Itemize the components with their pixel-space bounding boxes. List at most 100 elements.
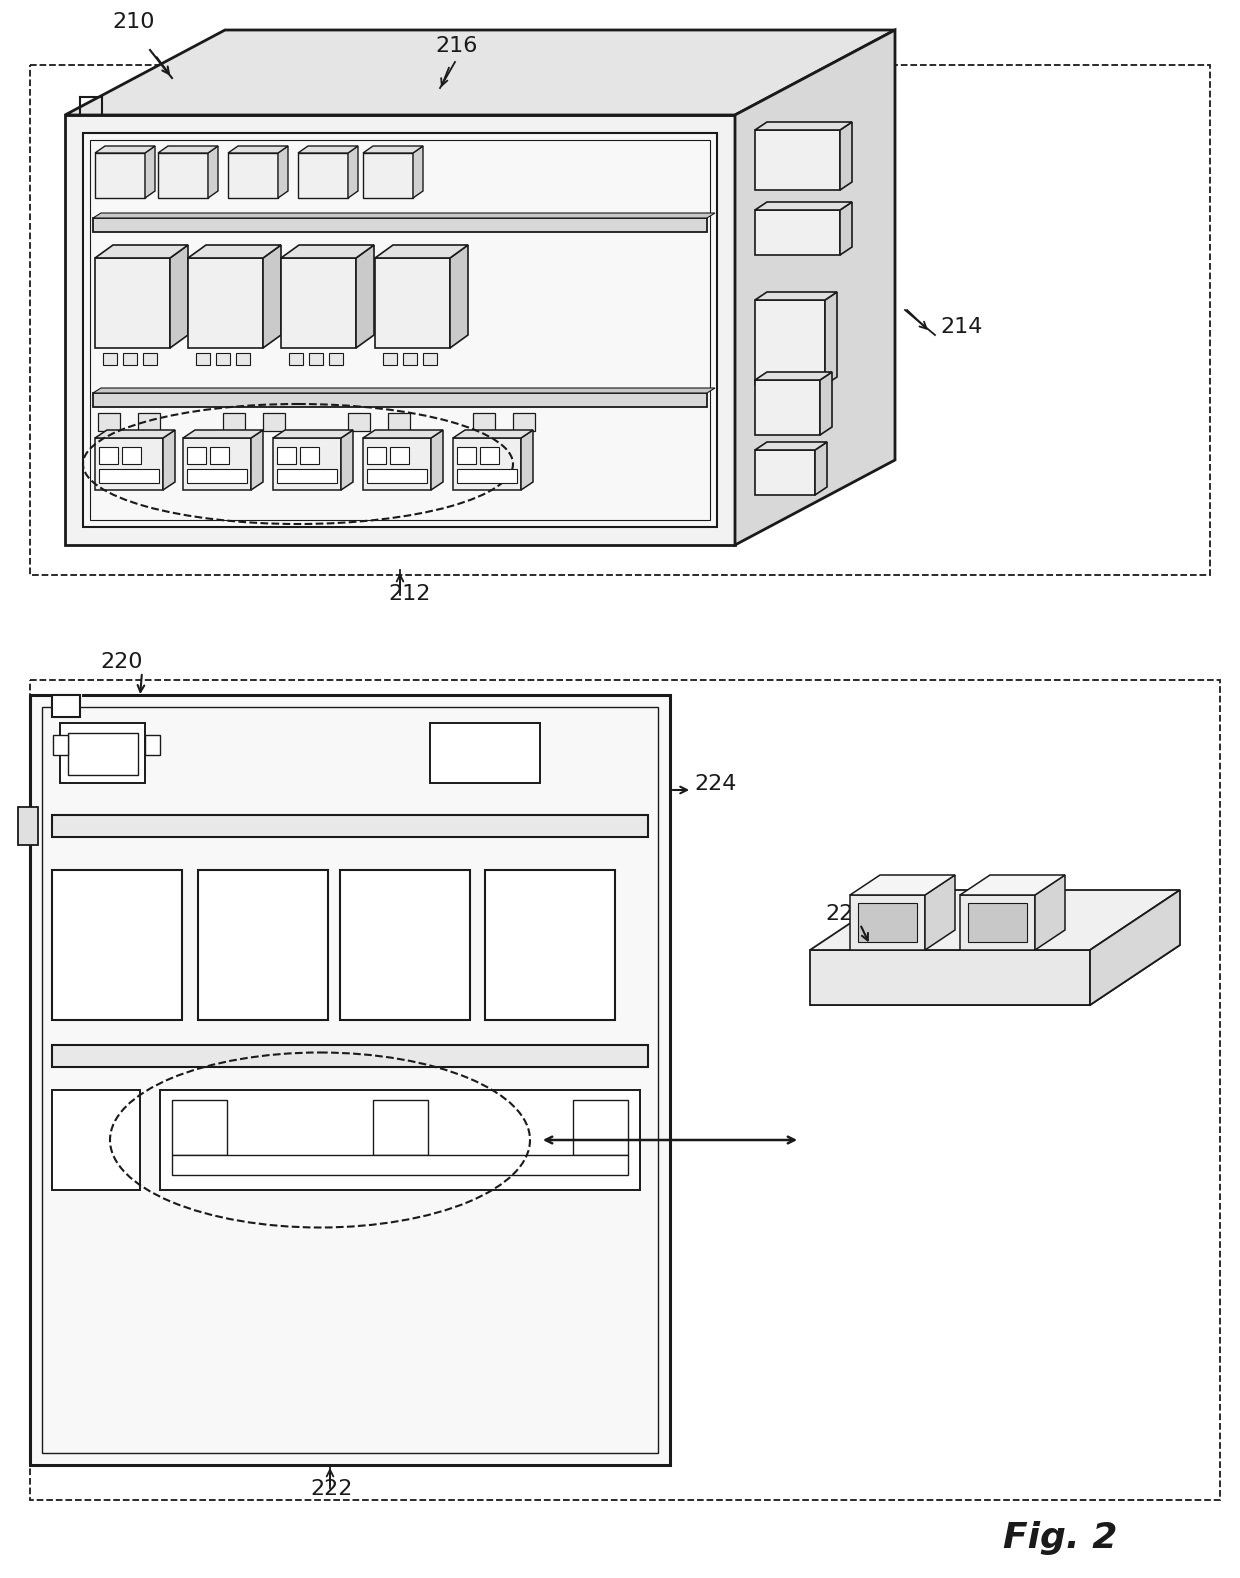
Bar bbox=[30, 680, 1220, 1501]
Bar bbox=[68, 734, 138, 775]
Polygon shape bbox=[93, 393, 707, 407]
Text: 210: 210 bbox=[112, 13, 155, 32]
Bar bbox=[309, 353, 322, 365]
Polygon shape bbox=[281, 245, 374, 257]
Polygon shape bbox=[374, 257, 450, 349]
Text: 212: 212 bbox=[388, 584, 430, 604]
Bar bbox=[367, 447, 386, 464]
Polygon shape bbox=[298, 153, 348, 197]
Bar bbox=[211, 447, 229, 464]
Polygon shape bbox=[184, 429, 263, 439]
Polygon shape bbox=[341, 429, 353, 491]
Bar bbox=[52, 869, 182, 1019]
Polygon shape bbox=[825, 292, 837, 385]
Bar bbox=[91, 140, 711, 521]
Bar bbox=[373, 1100, 428, 1155]
Text: 216: 216 bbox=[435, 36, 477, 55]
Bar bbox=[367, 469, 427, 483]
Bar bbox=[30, 65, 1210, 574]
Polygon shape bbox=[755, 129, 839, 189]
Bar bbox=[223, 413, 246, 431]
Bar bbox=[263, 413, 285, 431]
Polygon shape bbox=[356, 245, 374, 349]
Polygon shape bbox=[157, 153, 208, 197]
Polygon shape bbox=[755, 202, 852, 210]
Bar bbox=[458, 447, 476, 464]
Polygon shape bbox=[453, 429, 533, 439]
Bar bbox=[485, 869, 615, 1019]
Polygon shape bbox=[95, 439, 162, 491]
Polygon shape bbox=[521, 429, 533, 491]
Polygon shape bbox=[170, 245, 188, 349]
Polygon shape bbox=[810, 945, 1180, 1005]
Polygon shape bbox=[95, 429, 175, 439]
Polygon shape bbox=[755, 300, 825, 385]
Polygon shape bbox=[755, 292, 837, 300]
Polygon shape bbox=[755, 442, 827, 450]
Bar bbox=[52, 1090, 140, 1190]
Polygon shape bbox=[925, 874, 955, 950]
Polygon shape bbox=[363, 153, 413, 197]
Bar bbox=[573, 1100, 627, 1155]
Polygon shape bbox=[1035, 874, 1065, 950]
Bar bbox=[391, 447, 409, 464]
Polygon shape bbox=[755, 210, 839, 256]
Bar bbox=[30, 694, 670, 1464]
Polygon shape bbox=[208, 147, 218, 197]
Bar bbox=[216, 353, 229, 365]
Bar bbox=[196, 353, 210, 365]
Bar bbox=[83, 133, 717, 527]
Polygon shape bbox=[228, 153, 278, 197]
Text: 222: 222 bbox=[310, 1479, 352, 1499]
Bar bbox=[388, 413, 410, 431]
Bar bbox=[472, 413, 495, 431]
Polygon shape bbox=[755, 372, 832, 380]
Polygon shape bbox=[184, 439, 250, 491]
Polygon shape bbox=[839, 122, 852, 189]
Polygon shape bbox=[815, 442, 827, 495]
Bar bbox=[42, 707, 658, 1453]
Polygon shape bbox=[278, 147, 288, 197]
Polygon shape bbox=[363, 429, 443, 439]
Bar bbox=[383, 353, 397, 365]
Bar bbox=[480, 447, 500, 464]
Polygon shape bbox=[188, 257, 263, 349]
Bar bbox=[340, 869, 470, 1019]
Polygon shape bbox=[820, 372, 832, 436]
Polygon shape bbox=[64, 115, 735, 544]
Polygon shape bbox=[281, 257, 356, 349]
Bar bbox=[60, 723, 145, 783]
Polygon shape bbox=[363, 147, 423, 153]
Polygon shape bbox=[374, 245, 467, 257]
Polygon shape bbox=[849, 874, 955, 895]
Bar bbox=[99, 469, 159, 483]
Bar bbox=[123, 447, 141, 464]
Polygon shape bbox=[64, 30, 895, 115]
Polygon shape bbox=[960, 874, 1065, 895]
Polygon shape bbox=[1090, 890, 1180, 1005]
Bar bbox=[187, 447, 206, 464]
Polygon shape bbox=[810, 950, 1090, 1005]
Polygon shape bbox=[960, 895, 1035, 950]
Polygon shape bbox=[93, 218, 707, 232]
Bar bbox=[236, 353, 250, 365]
Polygon shape bbox=[145, 147, 155, 197]
Text: 226: 226 bbox=[825, 904, 867, 925]
Polygon shape bbox=[810, 890, 1180, 950]
Polygon shape bbox=[450, 245, 467, 349]
Bar bbox=[329, 353, 343, 365]
Bar bbox=[143, 353, 157, 365]
Bar bbox=[187, 469, 247, 483]
Polygon shape bbox=[228, 147, 288, 153]
Bar bbox=[198, 869, 329, 1019]
Polygon shape bbox=[298, 147, 358, 153]
Bar bbox=[513, 413, 534, 431]
Bar bbox=[403, 353, 417, 365]
Bar bbox=[348, 413, 370, 431]
Polygon shape bbox=[755, 122, 852, 129]
Polygon shape bbox=[735, 30, 895, 544]
Polygon shape bbox=[95, 147, 155, 153]
Polygon shape bbox=[93, 388, 715, 393]
Polygon shape bbox=[432, 429, 443, 491]
Bar bbox=[277, 469, 337, 483]
